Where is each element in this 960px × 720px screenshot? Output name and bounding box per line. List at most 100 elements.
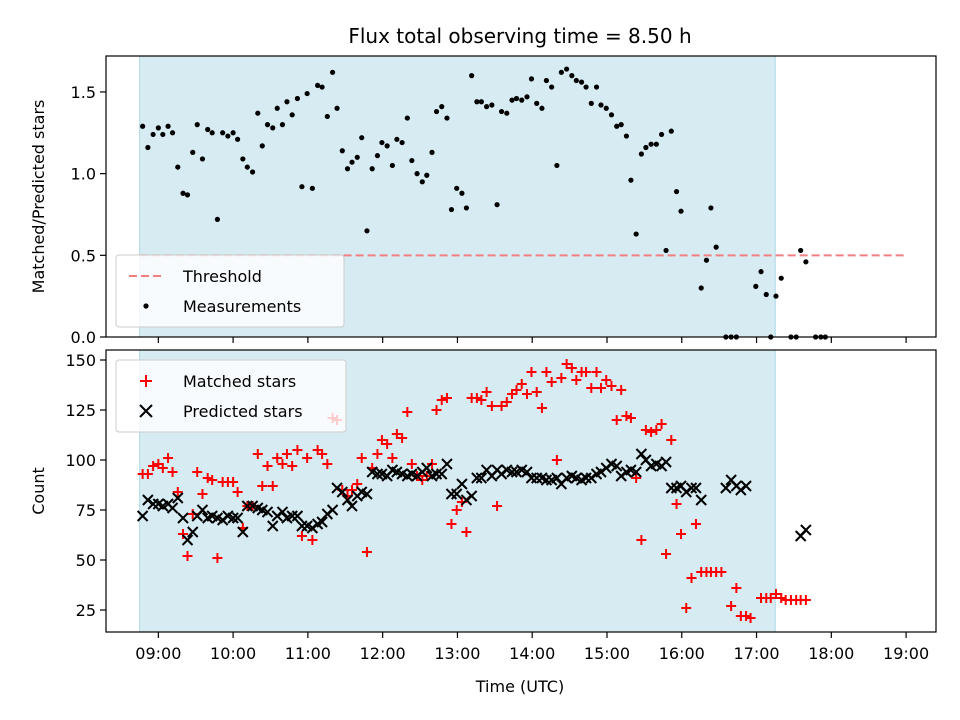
data-point [541, 367, 552, 377]
data-point [445, 488, 458, 500]
data-point [277, 459, 288, 469]
data-point [369, 166, 375, 172]
data-point [598, 102, 604, 108]
data-point [661, 549, 672, 559]
data-point [140, 123, 146, 129]
y-tick-label: 100 [65, 451, 96, 470]
data-point [481, 387, 492, 397]
data-point [554, 162, 560, 169]
legend-label: Measurements [183, 297, 301, 316]
legend: Matched stars Predicted stars [115, 359, 347, 433]
data-point [182, 551, 193, 561]
data-point [478, 99, 484, 105]
data-point [431, 405, 442, 415]
chart-title: Flux total observing time = 8.50 h [348, 24, 691, 48]
data-point [419, 179, 425, 185]
data-point [571, 375, 582, 385]
data-point [498, 108, 505, 115]
data-point [147, 498, 159, 510]
data-point [299, 184, 305, 190]
data-point [361, 488, 373, 500]
data-point [504, 110, 510, 116]
data-point [272, 453, 283, 463]
data-point [758, 269, 764, 275]
y-tick-label: 125 [65, 401, 96, 420]
x-tick-label: 10:00 [210, 644, 256, 663]
data-point [463, 205, 470, 211]
data-point [474, 99, 480, 105]
data-point [202, 473, 213, 483]
x-tick-label: 15:00 [584, 644, 630, 663]
data-point [636, 535, 647, 545]
data-point [676, 529, 687, 539]
data-point [397, 433, 408, 443]
data-point [763, 291, 769, 298]
y-tick-label: 1.5 [71, 83, 96, 102]
data-point [581, 367, 592, 377]
data-point [346, 500, 358, 512]
x-axis-label: Time (UTC) [475, 677, 564, 696]
data-point [155, 125, 161, 131]
data-point [628, 177, 634, 183]
data-point [800, 524, 812, 536]
y-axis-label: Count [29, 467, 48, 515]
data-point [549, 84, 555, 90]
legend-marker [143, 303, 149, 309]
data-point [616, 385, 627, 395]
data-point [384, 143, 390, 149]
legend-box [115, 254, 345, 328]
data-point [448, 206, 455, 213]
data-point [625, 413, 636, 423]
data-point [720, 482, 732, 494]
data-point [339, 148, 345, 154]
legend-label: Matched stars [183, 372, 296, 391]
data-point [315, 82, 321, 89]
data-point [640, 425, 651, 435]
data-point [209, 130, 215, 136]
data-point [163, 453, 174, 463]
data-point [402, 407, 413, 417]
data-point [374, 153, 381, 159]
data-point [296, 520, 308, 532]
x-tick-label: 09:00 [135, 644, 181, 663]
data-point [276, 506, 289, 518]
data-point [685, 482, 698, 494]
data-point [583, 84, 589, 90]
legend-box [115, 359, 347, 433]
data-point [638, 151, 644, 157]
data-point [459, 190, 465, 196]
data-point [716, 567, 727, 577]
data-point [235, 136, 241, 142]
data-point [172, 487, 183, 497]
data-point [194, 122, 200, 128]
data-point [391, 429, 402, 439]
data-point [621, 411, 632, 421]
data-point [439, 104, 445, 110]
data-point [526, 367, 537, 377]
data-point [630, 466, 642, 478]
data-point [666, 435, 677, 445]
data-point [199, 156, 206, 162]
data-point [294, 95, 301, 102]
data-point [165, 123, 171, 129]
data-point [516, 379, 527, 389]
data-point [658, 131, 665, 138]
data-point [803, 259, 809, 265]
data-point [623, 133, 630, 139]
data-point [646, 427, 657, 437]
data-point [800, 595, 811, 605]
data-point [349, 159, 355, 165]
data-point [556, 373, 567, 383]
data-point [336, 486, 348, 498]
data-point [546, 377, 557, 387]
data-point [580, 472, 592, 484]
data-point [543, 77, 550, 84]
legend-marker [140, 375, 152, 387]
plot-frame [105, 349, 937, 633]
data-point [172, 492, 184, 504]
x-tick-label: 11:00 [285, 644, 331, 663]
data-point [471, 393, 482, 403]
data-point [564, 66, 570, 72]
data-point [489, 102, 495, 108]
